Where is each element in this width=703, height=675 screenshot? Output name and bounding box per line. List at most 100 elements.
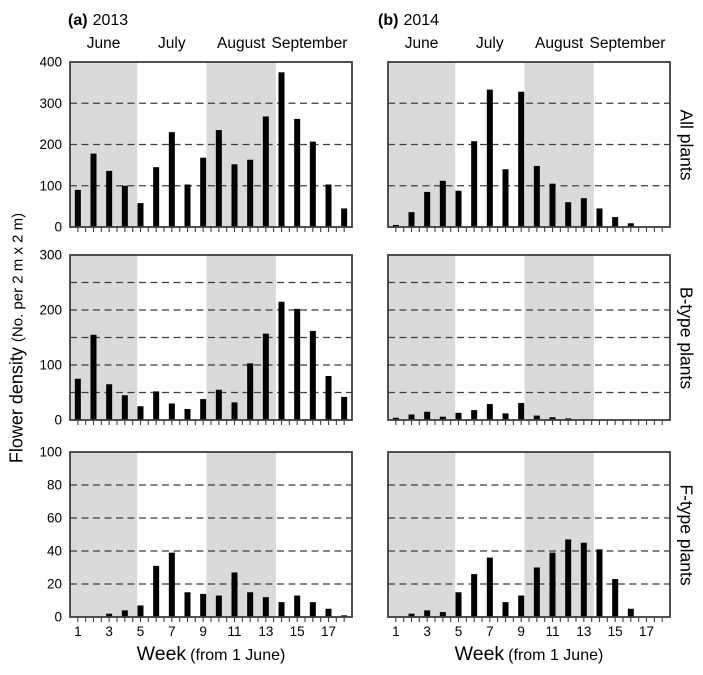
y-tick-label-20: 20 bbox=[47, 577, 62, 592]
bar-week-16 bbox=[309, 602, 316, 617]
chart-panel-all-plants-2014 bbox=[387, 61, 671, 232]
bar-week-14 bbox=[278, 602, 285, 617]
bar-week-15 bbox=[294, 308, 301, 420]
panel-a-header: (a) 2013 bbox=[68, 12, 128, 30]
chart-panel-b-type-plants-2014 bbox=[387, 254, 671, 425]
x-tick-label-3: 3 bbox=[105, 624, 113, 639]
bar-week-12 bbox=[565, 202, 572, 227]
bar-week-10 bbox=[215, 595, 222, 617]
bar-week-6 bbox=[471, 141, 478, 227]
y-tick-label-0: 0 bbox=[54, 220, 62, 235]
bar-week-7 bbox=[168, 403, 175, 420]
bar-week-6 bbox=[471, 410, 478, 420]
bar-week-7 bbox=[168, 552, 175, 617]
month-shading-band-june bbox=[388, 255, 456, 420]
month-label-september-a: September bbox=[271, 35, 348, 52]
bar-week-6 bbox=[153, 565, 160, 617]
month-shading-band-june bbox=[70, 452, 138, 617]
bar-week-6 bbox=[153, 391, 160, 420]
bar-week-14 bbox=[278, 301, 285, 420]
bar-week-14 bbox=[596, 549, 603, 617]
x-axis-title-main: Week bbox=[136, 643, 187, 665]
bar-week-12 bbox=[247, 363, 254, 420]
bar-week-18 bbox=[341, 208, 348, 227]
bar-week-13 bbox=[262, 333, 269, 420]
panel-a-tag: (a) bbox=[68, 12, 88, 29]
bar-week-1 bbox=[392, 224, 399, 227]
x-tick-label-1: 1 bbox=[392, 624, 400, 639]
x-tick-label-17: 17 bbox=[639, 624, 654, 639]
y-axis-title-sub: (No. per 2 m x 2 m) bbox=[9, 212, 27, 343]
bar-week-8 bbox=[502, 169, 509, 227]
x-tick-label-9: 9 bbox=[199, 624, 207, 639]
bar-week-4 bbox=[439, 416, 446, 420]
panel-b-header: (b) 2014 bbox=[378, 12, 439, 30]
bar-week-9 bbox=[200, 593, 207, 617]
bar-week-10 bbox=[533, 415, 540, 420]
x-axis-title-b: Week (from 1 June) bbox=[455, 643, 604, 666]
bar-week-11 bbox=[549, 552, 556, 617]
bar-week-3 bbox=[106, 170, 113, 227]
y-tick-label-300: 300 bbox=[39, 248, 62, 263]
bar-week-5 bbox=[137, 605, 144, 617]
y-tick-label-40: 40 bbox=[47, 544, 62, 559]
bar-week-6 bbox=[153, 167, 160, 227]
bar-week-9 bbox=[518, 91, 525, 227]
bar-week-8 bbox=[184, 409, 191, 420]
bar-week-4 bbox=[121, 395, 128, 420]
bar-week-7 bbox=[486, 404, 493, 420]
bar-week-17 bbox=[325, 184, 332, 227]
bar-week-9 bbox=[200, 399, 207, 420]
row-label-b-type-plants: B-type plants bbox=[676, 286, 697, 389]
bar-week-10 bbox=[215, 130, 222, 227]
bar-week-12 bbox=[247, 159, 254, 227]
y-tick-label-100: 100 bbox=[39, 358, 62, 373]
bar-week-7 bbox=[168, 132, 175, 227]
bar-week-12 bbox=[565, 539, 572, 617]
x-tick-label-11: 11 bbox=[227, 624, 241, 639]
month-shading-band-august bbox=[524, 255, 594, 420]
bar-week-15 bbox=[612, 579, 619, 617]
month-shading-band-august bbox=[206, 452, 276, 617]
bar-week-1 bbox=[392, 417, 399, 420]
y-axis-title-main: Flower density bbox=[6, 347, 27, 464]
x-tick-label-13: 13 bbox=[258, 624, 273, 639]
bar-week-15 bbox=[294, 118, 301, 227]
x-tick-label-3: 3 bbox=[423, 624, 431, 639]
month-label-august-a: August bbox=[217, 35, 266, 52]
bar-week-5 bbox=[137, 406, 144, 420]
bar-week-5 bbox=[137, 203, 144, 227]
bar-week-5 bbox=[455, 412, 462, 420]
x-tick-label-7: 7 bbox=[168, 624, 176, 639]
y-tick-label-300: 300 bbox=[39, 96, 62, 111]
bar-week-18 bbox=[341, 396, 348, 420]
bar-week-2 bbox=[90, 334, 97, 420]
bar-week-3 bbox=[106, 613, 113, 617]
bar-week-1 bbox=[74, 189, 81, 227]
month-label-july-b: July bbox=[476, 35, 504, 52]
bar-week-3 bbox=[424, 191, 431, 227]
y-tick-label-0: 0 bbox=[54, 610, 62, 625]
bar-week-9 bbox=[518, 595, 525, 617]
chart-panel-b-type-plants-2013: 0 100 200 300 bbox=[39, 248, 353, 428]
bar-week-4 bbox=[439, 612, 446, 617]
bar-week-16 bbox=[627, 223, 634, 227]
bar-week-8 bbox=[502, 602, 509, 617]
x-tick-label-5: 5 bbox=[455, 624, 463, 639]
bar-week-15 bbox=[294, 595, 301, 617]
panel-a-year: 2013 bbox=[92, 12, 129, 29]
x-tick-label-7: 7 bbox=[486, 624, 494, 639]
bar-week-7 bbox=[486, 557, 493, 617]
bar-week-11 bbox=[231, 402, 238, 420]
panel-b-year: 2014 bbox=[403, 12, 440, 29]
bar-week-16 bbox=[627, 608, 634, 617]
bar-week-8 bbox=[184, 184, 191, 227]
bar-week-9 bbox=[518, 402, 525, 420]
bar-week-2 bbox=[90, 153, 97, 227]
bar-week-13 bbox=[262, 597, 269, 617]
bar-week-14 bbox=[596, 208, 603, 227]
bar-week-11 bbox=[231, 572, 238, 617]
bar-week-15 bbox=[612, 217, 619, 227]
